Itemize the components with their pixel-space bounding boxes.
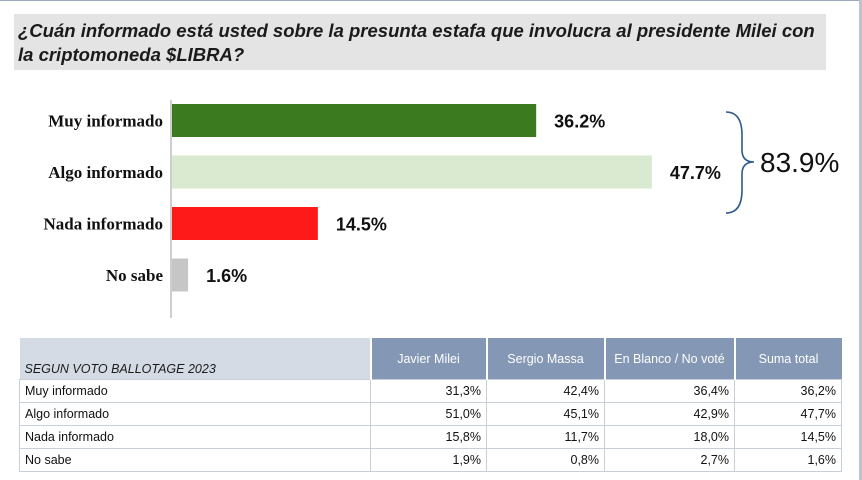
bar-no-sabe (172, 258, 189, 292)
table-cell: 18,0% (604, 425, 735, 449)
bar-muy-informado (172, 104, 537, 137)
table-cell: 14,5% (734, 425, 842, 449)
table-row: Muy informado 31,3% 42,4% 36,4% 36,2% (19, 379, 842, 403)
value-label-nada-informado: 14.5% (336, 215, 387, 235)
table-cell: 36,2% (734, 379, 842, 403)
table-header-row: SEGUN VOTO BALLOTAGE 2023 Javier Milei S… (19, 338, 842, 380)
column-header-milei: Javier Milei (369, 338, 487, 380)
table-cell: 1,9% (370, 448, 487, 472)
table-cell: 15,8% (370, 425, 487, 449)
row-label: Nada informado (19, 425, 371, 449)
table-corner-label: SEGUN VOTO BALLOTAGE 2023 (19, 338, 371, 380)
table-cell: 36,4% (604, 379, 735, 403)
value-label-algo-informado: 47.7% (670, 163, 721, 183)
bars-layer: Muy informado 36.2% Algo informado 47.7% Nad… (44, 104, 721, 292)
column-header-total: Suma total (733, 338, 842, 380)
table-cell: 2,7% (604, 448, 735, 472)
category-label-algo-informado: Algo informado (48, 163, 163, 182)
title-banner (14, 14, 826, 70)
category-label-nada-informado: Nada informado (44, 215, 163, 234)
table-cell: 42,4% (486, 379, 605, 403)
table-cell: 1,6% (734, 448, 842, 472)
grouping-brace (725, 111, 755, 214)
chart-title: ¿Cuán informado está usted sobre la pres… (18, 20, 815, 65)
category-label-no-sabe: No sabe (106, 266, 164, 285)
table-row: No sabe 1,9% 0,8% 2,7% 1,6% (19, 448, 842, 472)
table-cell: 47,7% (734, 402, 842, 426)
row-label: Muy informado (19, 379, 371, 403)
table-row: Algo informado 51,0% 45,1% 42,9% 47,7% (19, 402, 842, 426)
category-label-muy-informado: Muy informado (48, 112, 163, 131)
bar-nada-informado (172, 207, 318, 240)
column-header-massa: Sergio Massa (485, 338, 605, 380)
vote-breakdown-table: SEGUN VOTO BALLOTAGE 2023 Javier Milei S… (19, 338, 842, 472)
brace-total-label: 83.9% (760, 147, 839, 178)
table-cell: 11,7% (486, 425, 605, 449)
table-row: Nada informado 15,8% 11,7% 18,0% 14,5% (19, 425, 842, 449)
value-label-no-sabe: 1.6% (206, 266, 247, 286)
bar-algo-informado (172, 155, 652, 189)
value-label-muy-informado: 36.2% (554, 112, 605, 132)
column-header-blanco: En Blanco / No voté (603, 338, 735, 380)
table-cell: 42,9% (604, 402, 735, 426)
top-border (0, 0, 862, 1)
row-label: Algo informado (19, 402, 371, 426)
table-cell: 31,3% (370, 379, 487, 403)
table-cell: 0,8% (486, 448, 605, 472)
bar-chart: Muy informado 36.2% Algo informado 47.7% Nad… (44, 100, 839, 318)
right-border (859, 0, 862, 480)
table-cell: 51,0% (370, 402, 487, 426)
row-label: No sabe (19, 448, 371, 472)
table-cell: 45,1% (486, 402, 605, 426)
